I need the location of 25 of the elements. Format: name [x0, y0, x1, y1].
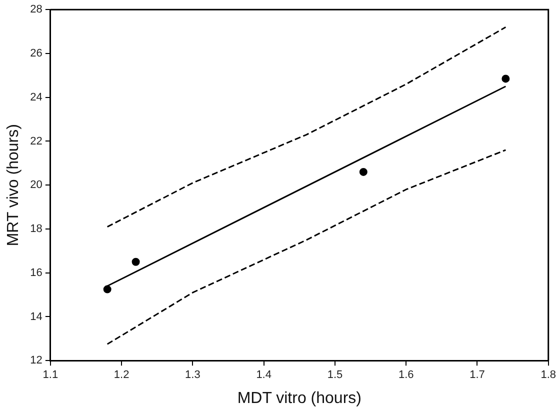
point [103, 285, 112, 294]
x-tick-label: 1.8 [540, 369, 556, 382]
y-tick-label: 14 [30, 310, 42, 323]
x-tick-label: 1.1 [42, 369, 58, 382]
y-tick-label: 20 [30, 179, 42, 192]
point [132, 258, 140, 266]
x-axis-title: MDT vitro (hours) [237, 390, 362, 407]
line-series [106, 26, 506, 228]
y-tick-label: 22 [30, 135, 42, 148]
y-tick-label: 24 [30, 91, 42, 104]
point [359, 168, 368, 176]
x-tick-label: 1.5 [327, 369, 343, 382]
y-tick-label: 18 [30, 223, 42, 236]
x-tick-label: 1.2 [114, 369, 130, 382]
point [502, 74, 510, 83]
x-tick-label: 1.4 [256, 369, 272, 382]
y-tick-label: 12 [30, 354, 42, 367]
y-tick-label: 16 [30, 266, 42, 279]
x-tick-label: 1.7 [470, 369, 485, 382]
x-tick-label: 1.3 [185, 369, 200, 382]
line-series [106, 149, 506, 345]
x-tick-label: 1.6 [398, 369, 414, 382]
y-axis-title: MRT vivo (hours) [5, 124, 22, 246]
y-tick-label: 26 [30, 48, 42, 60]
y-tick-label: 28 [30, 4, 42, 16]
